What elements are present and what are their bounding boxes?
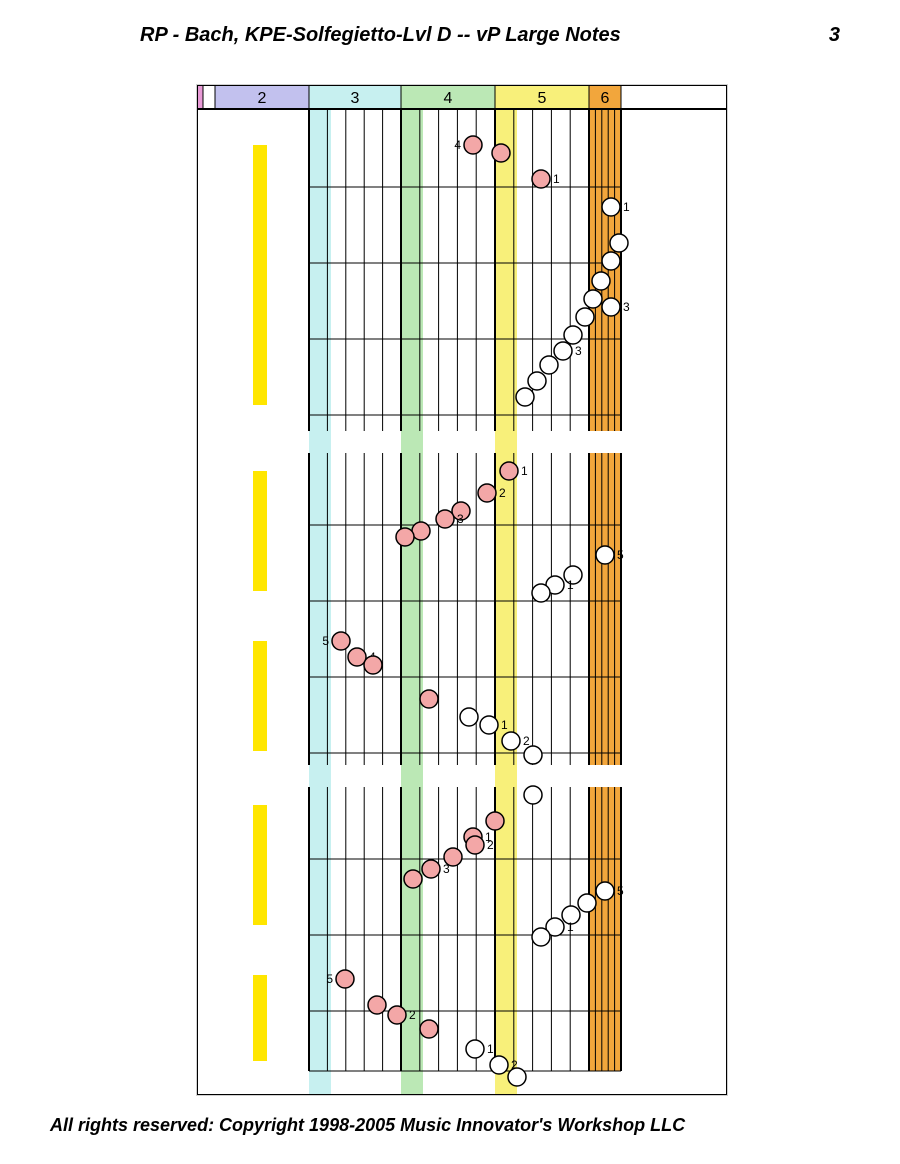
svg-text:1: 1 bbox=[521, 464, 528, 478]
svg-text:4: 4 bbox=[444, 90, 453, 107]
svg-text:1: 1 bbox=[567, 920, 574, 934]
svg-text:1: 1 bbox=[567, 578, 574, 592]
svg-text:5: 5 bbox=[617, 884, 624, 898]
page: RP - Bach, KPE-Solfegietto-Lvl D -- vP L… bbox=[0, 0, 900, 1164]
page-header: RP - Bach, KPE-Solfegietto-Lvl D -- vP L… bbox=[0, 24, 900, 47]
svg-text:2: 2 bbox=[523, 734, 530, 748]
page-number: 3 bbox=[829, 24, 840, 47]
svg-text:5: 5 bbox=[326, 972, 333, 986]
svg-text:5: 5 bbox=[617, 548, 624, 562]
svg-text:5: 5 bbox=[322, 634, 329, 648]
notation-chart: 2345641133123515412123515212 bbox=[196, 84, 728, 1096]
page-title: RP - Bach, KPE-Solfegietto-Lvl D -- vP L… bbox=[140, 24, 621, 47]
svg-text:2: 2 bbox=[487, 838, 494, 852]
svg-text:1: 1 bbox=[501, 718, 508, 732]
svg-text:2: 2 bbox=[409, 1008, 416, 1022]
svg-text:1: 1 bbox=[623, 200, 630, 214]
svg-text:2: 2 bbox=[499, 486, 506, 500]
svg-text:3: 3 bbox=[457, 512, 464, 526]
svg-text:2: 2 bbox=[258, 90, 267, 107]
copyright-footer: All rights reserved: Copyright 1998-2005… bbox=[50, 1115, 685, 1136]
svg-text:1: 1 bbox=[487, 1042, 494, 1056]
svg-text:3: 3 bbox=[623, 300, 630, 314]
notation-svg: 2345641133123515412123515212 bbox=[197, 85, 727, 1095]
svg-text:1: 1 bbox=[553, 172, 560, 186]
svg-text:3: 3 bbox=[351, 90, 360, 107]
svg-text:3: 3 bbox=[443, 862, 450, 876]
svg-text:3: 3 bbox=[575, 344, 582, 358]
svg-text:4: 4 bbox=[454, 138, 461, 152]
svg-text:6: 6 bbox=[601, 90, 610, 107]
svg-text:5: 5 bbox=[538, 90, 547, 107]
